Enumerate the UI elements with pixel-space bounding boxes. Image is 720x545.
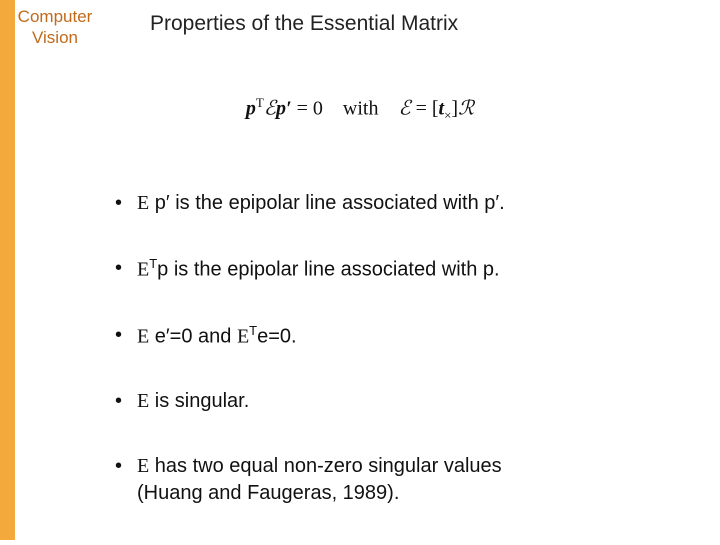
bullet-5: E has two equal non-zero singular values… [115,453,695,507]
b2-text: p is the epipolar line associated with p… [157,259,499,281]
b3-text1: e′=0 and [149,325,237,347]
b1-text: p′ is the epipolar line associated with … [149,192,504,214]
bullet-2: ETp is the epipolar line associated with… [115,255,695,284]
main-equation: pTℰp′ = 0 with ℰ = [t×]ℛ [0,95,720,124]
b5-line2: (Huang and Faugeras, 1989). [137,482,399,504]
b3-E: E [137,325,149,347]
eq-E: ℰ [264,98,276,120]
page-title: Properties of the Essential Matrix [150,12,458,36]
b5-text: has two equal non-zero singular values [149,455,501,477]
bullet-list: E p′ is the epipolar line associated wit… [115,190,695,545]
b2-E: E [137,259,149,281]
bullet-4: E is singular. [115,388,695,415]
eq-E2: ℰ [398,98,410,120]
sidebar-line2: Vision [32,28,78,47]
sidebar-stripe [0,0,15,540]
b5-E: E [137,455,149,477]
eq-with: with [343,98,379,120]
sidebar-label: Computer Vision [0,6,110,49]
b1-E: E [137,192,149,214]
eq-eqsign: = [411,98,432,120]
eq-p: p [246,98,256,120]
b3-text2: e=0. [257,325,296,347]
sidebar-line1: Computer [18,7,93,26]
b3-sup2: T [249,323,257,338]
eq-eq0: = 0 [292,98,323,120]
eq-pprime: p′ [276,98,292,120]
b4-E: E [137,390,149,412]
eq-supT: T [256,95,264,110]
b4-text: is singular. [149,390,249,412]
b3-E2: E [237,325,249,347]
b2-sup: T [149,256,157,271]
eq-R: ℛ [458,98,474,120]
eq-bo: [ [432,98,439,120]
bullet-3: E e′=0 and ETe=0. [115,322,695,351]
bullet-1: E p′ is the epipolar line associated wit… [115,190,695,217]
